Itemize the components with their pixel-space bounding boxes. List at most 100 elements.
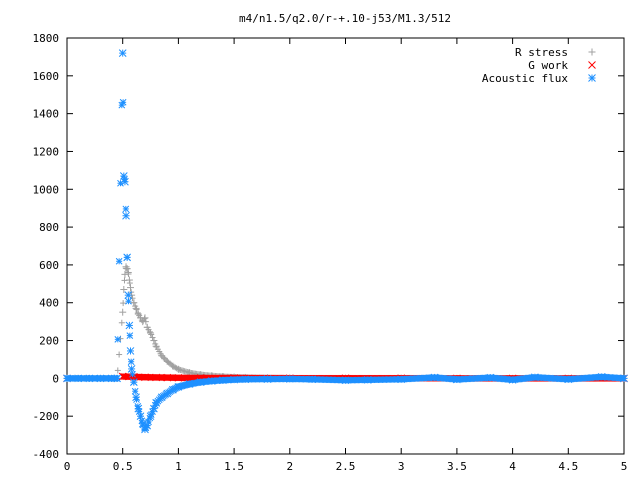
x-tick-label: 1.5 [224, 460, 244, 473]
data-point [163, 389, 172, 398]
data-point [152, 373, 160, 382]
x-tick-label: 2.5 [336, 460, 356, 473]
data-point [124, 268, 132, 276]
trail-point [129, 295, 136, 302]
data-point [125, 276, 133, 284]
data-point [125, 321, 134, 330]
x-tick-label: 3.5 [447, 460, 467, 473]
data-point [158, 352, 166, 360]
data-point [219, 376, 227, 385]
data-point [120, 285, 128, 293]
trail-point [161, 355, 168, 362]
series-layer [63, 49, 628, 434]
data-point [230, 375, 238, 384]
trail-point [118, 319, 125, 326]
data-point [113, 374, 121, 383]
trail-point [131, 387, 139, 395]
x-tick-label: 3 [398, 460, 405, 473]
data-point [169, 362, 177, 370]
data-point [123, 265, 131, 273]
y-tick-label: -400 [33, 448, 60, 461]
x-tick-label: 0 [64, 460, 71, 473]
data-point [130, 299, 138, 307]
y-tick-label: 1800 [33, 32, 60, 45]
data-point [123, 253, 132, 262]
data-point [150, 337, 158, 345]
y-tick-label: 1400 [33, 108, 60, 121]
y-tick-label: 800 [39, 221, 59, 234]
trail-point [125, 297, 132, 305]
trail-point [119, 98, 127, 106]
data-point [126, 284, 134, 292]
data-point [143, 421, 152, 430]
series-r-stress [63, 263, 628, 382]
data-point [597, 372, 606, 381]
data-point [146, 412, 155, 421]
legend-marker [588, 61, 596, 69]
data-point [430, 373, 439, 382]
data-point [453, 375, 461, 384]
axes: 0 0.5 1 1.5 2 2.5 3 3.5 4 4.5 5 -400 -200 0 200 400 600 8… [33, 32, 628, 473]
data-point [147, 329, 155, 337]
legend-marker [588, 48, 596, 56]
data-point [163, 357, 171, 365]
data-point [174, 373, 183, 382]
data-point [341, 376, 350, 385]
trail-point [160, 354, 167, 361]
data-point [241, 375, 250, 384]
legend-label: G work [528, 59, 568, 72]
trail-point [120, 300, 127, 307]
legend-marker [588, 74, 596, 82]
data-point [397, 375, 406, 384]
y-tick-label: 600 [39, 259, 59, 272]
data-point [152, 342, 160, 350]
data-point [132, 304, 140, 312]
data-point [121, 177, 129, 186]
chart-title: m4/n1.5/q2.0/r-+.10-j53/M1.3/512 [239, 12, 451, 25]
data-point [141, 425, 149, 434]
plot-frame [66, 37, 625, 455]
data-point [124, 291, 133, 300]
y-tick-label: 1200 [33, 145, 60, 158]
data-point [285, 375, 294, 383]
data-point [127, 365, 136, 373]
trail-point [146, 328, 153, 335]
trail-point [126, 332, 134, 339]
x-tick-label: 5 [621, 460, 628, 473]
y-tick-label: 0 [52, 372, 59, 385]
data-point [486, 373, 495, 382]
trail-point [122, 205, 130, 213]
data-point [531, 373, 539, 382]
data-point [63, 374, 71, 383]
data-point [174, 383, 183, 391]
y-tick-label: 1600 [33, 70, 60, 83]
data-point [196, 378, 205, 386]
data-point [74, 374, 82, 383]
data-point [308, 375, 316, 384]
legend-label: R stress [515, 46, 568, 59]
data-point [185, 380, 194, 388]
x-tick-label: 4 [509, 460, 516, 473]
data-point [96, 374, 105, 383]
data-point [136, 412, 145, 421]
data-point [141, 373, 149, 382]
y-tick-label: 200 [39, 335, 59, 348]
data-point [163, 373, 172, 382]
data-point [119, 308, 127, 316]
data-point [207, 377, 216, 385]
data-point [263, 375, 272, 383]
series-acoustic-flux [63, 49, 628, 434]
data-point [141, 314, 149, 322]
x-tick-label: 4.5 [558, 460, 578, 473]
trail-point [148, 331, 155, 338]
trail-point [114, 335, 122, 343]
trail-point [127, 358, 135, 366]
trail-point [116, 351, 123, 358]
data-point [85, 374, 94, 383]
data-point [118, 49, 127, 57]
data-point [132, 393, 140, 402]
data-point [134, 404, 143, 413]
y-tick-label: 400 [39, 297, 59, 310]
